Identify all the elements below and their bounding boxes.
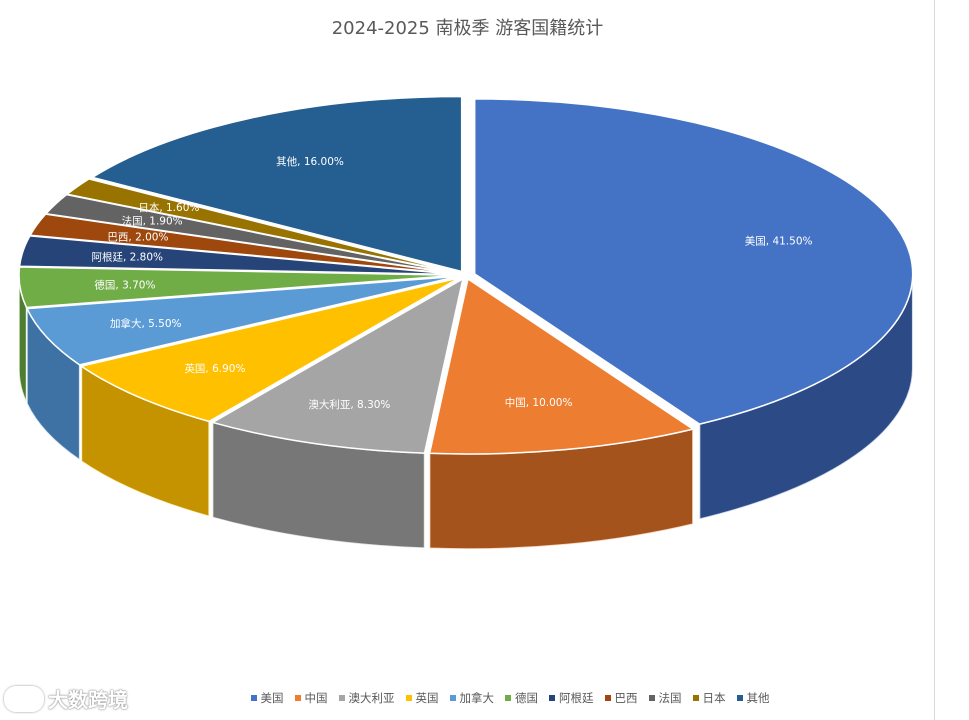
legend-label: 澳大利亚 bbox=[348, 691, 395, 705]
legend-label: 其他 bbox=[746, 691, 770, 705]
data-label-slice-10: 其他, 16.00% bbox=[276, 155, 344, 168]
legend-item-slice-1[interactable]: 中国 bbox=[294, 690, 328, 706]
pie-slice-slice-0[interactable] bbox=[473, 98, 914, 425]
legend-swatch bbox=[692, 695, 699, 701]
pie-slice-slice-5[interactable] bbox=[18, 266, 458, 309]
legend-swatch bbox=[338, 695, 345, 701]
data-label-slice-4: 加拿大, 5.50% bbox=[110, 317, 182, 330]
watermark-logo-icon bbox=[4, 685, 44, 712]
data-label-slice-2: 澳大利亚, 8.30% bbox=[308, 398, 390, 411]
data-label-slice-0: 美国, 41.50% bbox=[745, 234, 813, 247]
legend-item-slice-7[interactable]: 巴西 bbox=[604, 690, 638, 706]
legend-swatch bbox=[405, 695, 412, 701]
legend-item-slice-0[interactable]: 美国 bbox=[250, 690, 284, 706]
legend-label: 中国 bbox=[304, 691, 328, 705]
data-label-slice-1: 中国, 10.00% bbox=[505, 396, 573, 409]
legend-label: 美国 bbox=[260, 691, 284, 705]
legend-item-slice-3[interactable]: 英国 bbox=[405, 690, 439, 706]
legend-label: 法国 bbox=[658, 691, 682, 705]
pie-side-highlight-slice-2 bbox=[212, 422, 425, 549]
pie-side-highlight-slice-4 bbox=[27, 308, 80, 460]
legend-swatch bbox=[736, 695, 743, 701]
legend-swatch bbox=[294, 695, 301, 701]
legend-item-slice-10[interactable]: 其他 bbox=[736, 690, 770, 706]
legend-item-slice-6[interactable]: 阿根廷 bbox=[549, 690, 594, 706]
legend-label: 阿根廷 bbox=[559, 691, 594, 705]
legend-label: 英国 bbox=[415, 691, 439, 705]
data-label-slice-9: 日本, 1.60% bbox=[138, 201, 199, 214]
data-label-slice-8: 法国, 1.90% bbox=[122, 215, 183, 228]
pie-slice-slice-9[interactable] bbox=[65, 178, 459, 274]
legend-swatch bbox=[549, 695, 555, 701]
chart-border bbox=[934, 0, 935, 720]
legend-item-slice-8[interactable]: 法国 bbox=[648, 690, 682, 706]
pie-side-highlight-slice-5 bbox=[19, 275, 27, 403]
legend-item-slice-9[interactable]: 日本 bbox=[692, 690, 726, 706]
pie-side-highlight-slice-3 bbox=[81, 366, 210, 517]
watermark-text: 大数跨境 bbox=[48, 688, 128, 712]
legend-swatch bbox=[648, 695, 655, 701]
legend-label: 加拿大 bbox=[459, 691, 495, 705]
chart-title: 2024-2025 南极季 游客国籍统计 bbox=[331, 18, 604, 39]
pie-slice-slice-1[interactable] bbox=[428, 277, 695, 455]
watermark: 大数跨境 bbox=[4, 684, 128, 713]
legend-swatch bbox=[449, 695, 456, 701]
pie-slice-slice-4[interactable] bbox=[25, 275, 458, 366]
legend-label: 巴西 bbox=[614, 691, 638, 705]
pie-side-highlight-slice-1 bbox=[429, 429, 693, 549]
pie-slice-slice-10[interactable] bbox=[90, 95, 463, 273]
pie-side-highlight-slice-0 bbox=[699, 273, 913, 520]
legend-label: 德国 bbox=[515, 691, 538, 705]
data-label-slice-5: 德国, 3.70% bbox=[94, 278, 155, 291]
pie-slice-slice-2[interactable] bbox=[210, 277, 465, 454]
data-label-slice-6: 阿根廷, 2.80% bbox=[91, 251, 163, 264]
legend: 美国 中国 澳大利亚 英国 加拿大 德国 阿根廷 巴西 法国 日本 其他 bbox=[160, 690, 860, 706]
legend-swatch bbox=[505, 695, 511, 701]
legend-swatch bbox=[250, 695, 257, 701]
chart-area: 2024-2025 南极季 游客国籍统计 美国, 41.50% 中国, 10.00… bbox=[18, 18, 914, 706]
data-label-slice-7: 巴西, 2.00% bbox=[107, 231, 168, 243]
legend-swatch bbox=[604, 695, 611, 701]
pie-slice-slice-3[interactable] bbox=[79, 277, 460, 423]
legend-item-slice-5[interactable]: 德国 bbox=[505, 690, 538, 706]
data-label-slice-3: 英国, 6.90% bbox=[184, 362, 245, 375]
legend-item-slice-2[interactable]: 澳大利亚 bbox=[338, 690, 395, 706]
legend-label: 日本 bbox=[702, 691, 726, 705]
legend-item-slice-4[interactable]: 加拿大 bbox=[449, 690, 495, 706]
pie-chart: 美国, 41.50% 中国, 10.00% 澳大利亚, 8.30% 英国, 6.90%… bbox=[18, 95, 914, 550]
